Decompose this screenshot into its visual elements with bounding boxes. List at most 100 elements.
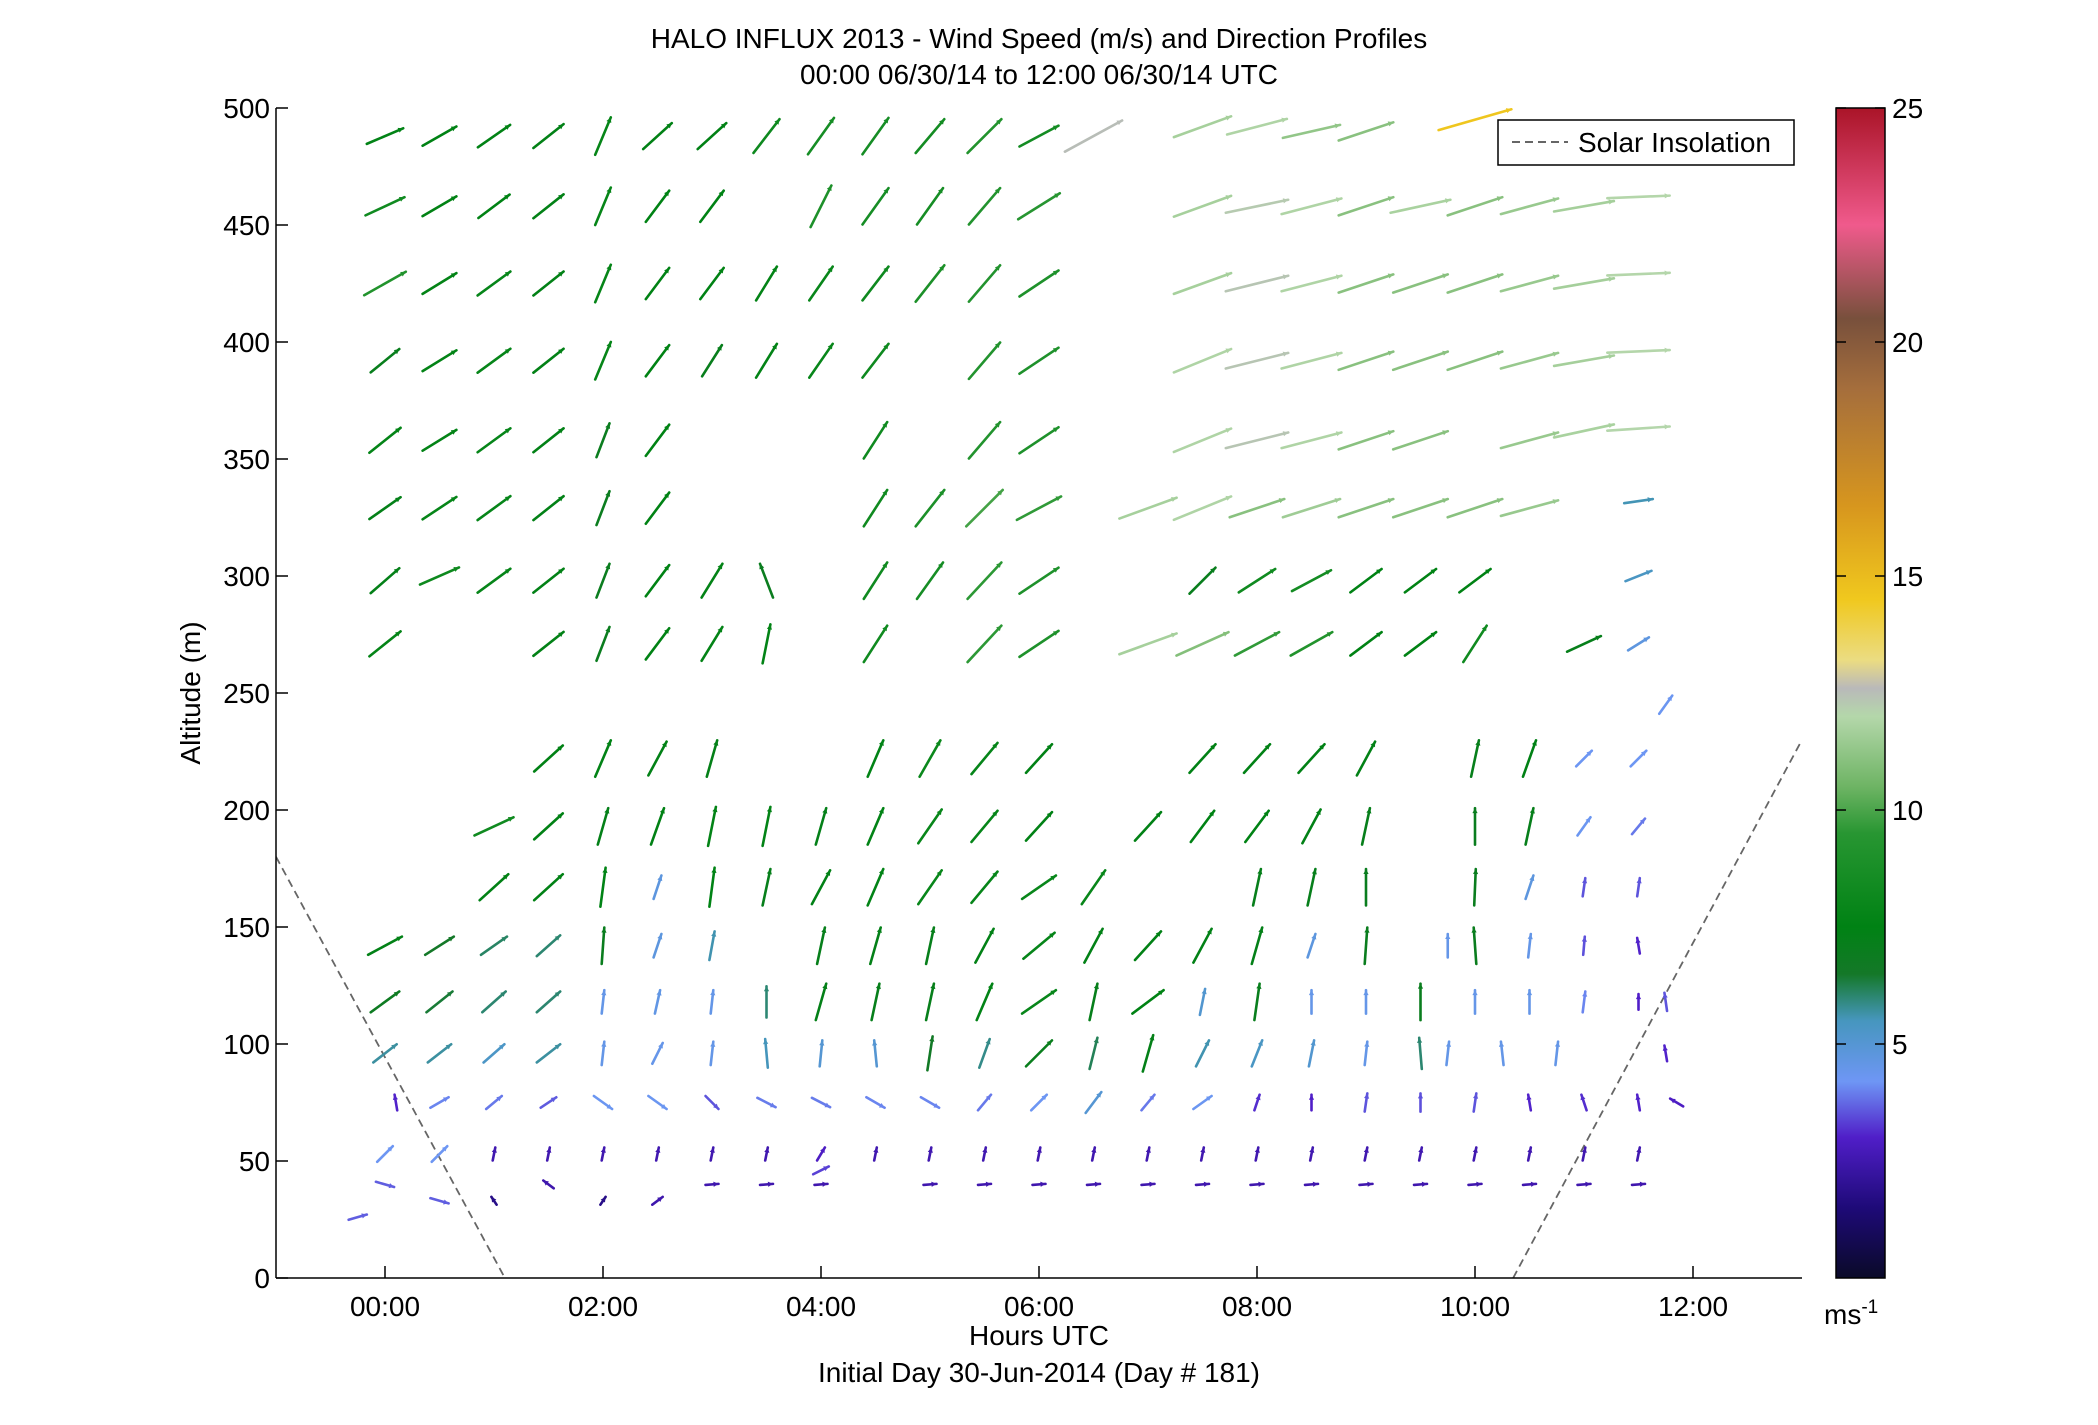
wind-arrow-shaft bbox=[696, 121, 728, 151]
wind-arrow-head bbox=[558, 348, 564, 354]
wind-arrow-head bbox=[820, 1147, 825, 1154]
wind-arrow-head bbox=[1269, 568, 1276, 574]
wind-arrow-shaft bbox=[1472, 867, 1478, 907]
wind-arrow-head bbox=[606, 740, 612, 746]
wind-arrow-shaft bbox=[964, 488, 1005, 528]
wind-arrow bbox=[1524, 806, 1535, 846]
wind-arrow-shaft bbox=[967, 420, 1002, 460]
wind-arrow-head bbox=[1442, 350, 1448, 356]
wind-arrow bbox=[1581, 1146, 1587, 1162]
wind-arrow-shaft bbox=[1118, 632, 1178, 656]
wind-arrow-head bbox=[397, 127, 404, 133]
wind-arrow-shaft bbox=[476, 347, 512, 374]
wind-arrow bbox=[1088, 982, 1099, 1022]
wind-arrow-head bbox=[939, 489, 945, 496]
wind-arrow-shaft bbox=[1499, 499, 1560, 518]
wind-arrow-head bbox=[1200, 1147, 1206, 1153]
wind-arrow-head bbox=[1315, 809, 1321, 816]
wind-arrow bbox=[1249, 1181, 1265, 1187]
wind-arrow-head bbox=[1526, 1094, 1532, 1101]
wind-arrow-head bbox=[927, 1147, 933, 1153]
wind-arrow-head bbox=[1529, 808, 1535, 814]
wind-arrow-head bbox=[554, 1044, 561, 1050]
wind-arrow bbox=[1363, 988, 1369, 1015]
wind-arrow-shaft bbox=[809, 184, 833, 229]
wind-arrow-head bbox=[711, 867, 717, 874]
wind-arrow-shaft bbox=[365, 126, 405, 146]
wind-arrow bbox=[1225, 117, 1289, 136]
wind-arrow-shaft bbox=[1391, 273, 1450, 294]
wind-arrow-head bbox=[655, 1147, 661, 1153]
wind-arrow-head bbox=[982, 1147, 988, 1153]
wind-arrow bbox=[1552, 199, 1616, 213]
wind-arrow-head bbox=[448, 936, 454, 942]
wind-arrow-shaft bbox=[1228, 497, 1286, 519]
wind-arrow bbox=[421, 428, 458, 452]
wind-arrow-head bbox=[1046, 744, 1052, 750]
wind-arrow bbox=[1172, 495, 1233, 522]
wind-arrow-shaft bbox=[977, 1037, 992, 1069]
wind-arrow bbox=[862, 561, 889, 601]
y-tick-label: 100 bbox=[223, 1029, 270, 1060]
wind-arrow-shaft bbox=[1192, 927, 1213, 964]
wind-arrow-head bbox=[936, 870, 942, 876]
colorbar-unit-exponent: -1 bbox=[1861, 1297, 1878, 1318]
wind-arrow-shaft bbox=[700, 625, 724, 663]
wind-arrow-shaft bbox=[1251, 867, 1263, 907]
chart-title-line1: HALO INFLUX 2013 - Wind Speed (m/s) and … bbox=[651, 23, 1428, 54]
wind-arrow-head bbox=[1364, 1093, 1370, 1099]
wind-arrow bbox=[421, 125, 458, 147]
wind-arrow bbox=[1472, 806, 1478, 846]
wind-arrow bbox=[1635, 876, 1642, 898]
wind-arrow bbox=[696, 121, 728, 151]
wind-arrow bbox=[1581, 935, 1587, 957]
wind-arrow-head bbox=[498, 1044, 505, 1050]
wind-arrow-head bbox=[883, 266, 889, 273]
wind-arrow-shaft bbox=[1552, 423, 1616, 439]
wind-arrow bbox=[1358, 1181, 1374, 1187]
x-axis-sublabel: Initial Day 30-Jun-2014 (Day # 181) bbox=[818, 1357, 1260, 1388]
wind-arrow bbox=[810, 1096, 832, 1109]
wind-arrow bbox=[1224, 274, 1290, 293]
wind-arrow-head bbox=[1149, 1181, 1155, 1187]
wind-arrow bbox=[1131, 988, 1165, 1015]
wind-arrow bbox=[1016, 191, 1062, 221]
wind-arrow bbox=[977, 1037, 992, 1069]
wind-arrow-shaft bbox=[861, 265, 890, 302]
wind-arrow bbox=[371, 1042, 399, 1064]
wind-arrow-head bbox=[504, 124, 511, 130]
wind-arrow-shaft bbox=[1172, 115, 1233, 139]
wind-arrow bbox=[539, 1096, 558, 1109]
wind-arrow-head bbox=[1040, 1181, 1046, 1187]
wind-arrow-shaft bbox=[599, 866, 607, 909]
wind-arrow-shaft bbox=[706, 805, 718, 848]
wind-arrow bbox=[758, 1181, 775, 1187]
wind-arrow-head bbox=[827, 266, 833, 273]
wind-arrow-head bbox=[657, 934, 663, 940]
wind-arrow-head bbox=[1325, 570, 1331, 575]
wind-arrow-shaft bbox=[1280, 431, 1343, 450]
wind-arrow bbox=[545, 1146, 552, 1162]
y-tick-label: 50 bbox=[239, 1146, 270, 1177]
wind-arrow-head bbox=[558, 271, 564, 277]
wind-arrow bbox=[861, 265, 890, 302]
wind-arrow-head bbox=[1496, 273, 1503, 279]
wind-arrow bbox=[1280, 431, 1343, 450]
wind-arrow-shaft bbox=[1141, 1033, 1155, 1073]
wind-arrow bbox=[1253, 1093, 1261, 1112]
wind-arrow bbox=[1606, 193, 1671, 200]
wind-arrow-shaft bbox=[1499, 431, 1560, 450]
wind-arrow bbox=[1363, 867, 1369, 907]
wind-arrow-head bbox=[1036, 1147, 1042, 1153]
wind-arrow-head bbox=[1552, 197, 1559, 203]
wind-arrow-head bbox=[388, 1183, 395, 1189]
wind-arrow bbox=[967, 341, 1002, 381]
wind-arrow bbox=[476, 494, 512, 522]
wind-arrow-shaft bbox=[754, 342, 779, 379]
wind-arrow-head bbox=[1595, 635, 1601, 641]
wind-arrow-shaft bbox=[1290, 568, 1333, 593]
wind-arrow bbox=[535, 990, 562, 1014]
wind-arrow bbox=[1363, 1146, 1369, 1162]
wind-arrow bbox=[347, 1213, 369, 1222]
wind-arrow-head bbox=[491, 1196, 497, 1203]
